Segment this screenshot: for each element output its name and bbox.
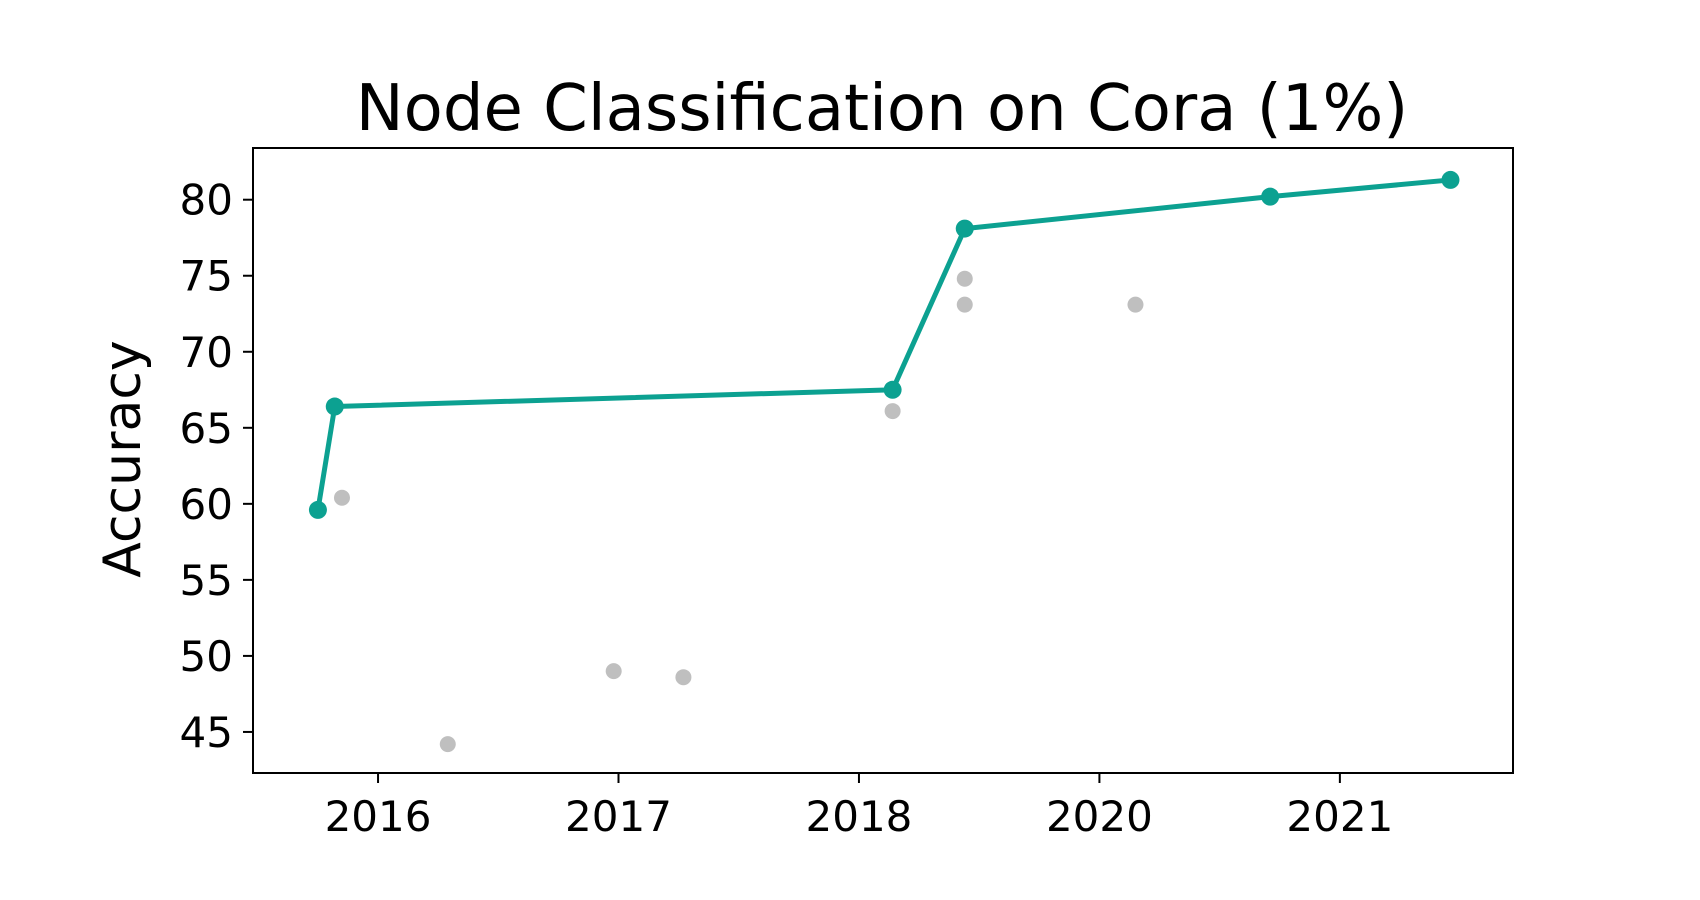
x-tick-label: 2021 — [1286, 792, 1393, 841]
plot-area: 45 50 55 60 65 70 75 80 2016 2017 2018 2020 2021 — [180, 147, 1514, 841]
chart-title: Node Classification on Cora (1%) — [356, 72, 1408, 146]
y-tick-label: 80 — [180, 176, 233, 225]
other-method-point — [675, 669, 692, 686]
other-method-point — [1127, 296, 1144, 313]
other-method-point — [605, 663, 622, 680]
other-method-point — [333, 489, 350, 506]
y-tick-label: 50 — [180, 632, 233, 681]
sota-series-line — [315, 177, 1453, 513]
y-axis-label: Accuracy — [93, 340, 153, 577]
x-tick-label: 2017 — [565, 792, 672, 841]
y-tick-label: 75 — [180, 252, 233, 301]
x-tick-label: 2020 — [1046, 792, 1153, 841]
plot-frame — [252, 147, 1514, 774]
other-method-point — [884, 403, 901, 420]
other-method-point — [439, 736, 456, 753]
sota-point — [955, 219, 974, 238]
other-method-point — [956, 270, 973, 287]
other-method-point — [956, 296, 973, 313]
sota-point — [308, 500, 327, 519]
x-tick-label: 2018 — [806, 792, 913, 841]
y-tick-label: 70 — [180, 328, 233, 377]
y-tick-label: 60 — [180, 480, 233, 529]
y-tick-label: 65 — [180, 404, 233, 453]
sota-point — [1261, 187, 1280, 206]
sota-point — [1441, 170, 1460, 189]
sota-point — [883, 380, 902, 399]
x-tick-label: 2016 — [325, 792, 432, 841]
y-tick-label: 45 — [180, 708, 233, 757]
sota-point — [325, 397, 344, 416]
y-tick-label: 55 — [180, 556, 233, 605]
